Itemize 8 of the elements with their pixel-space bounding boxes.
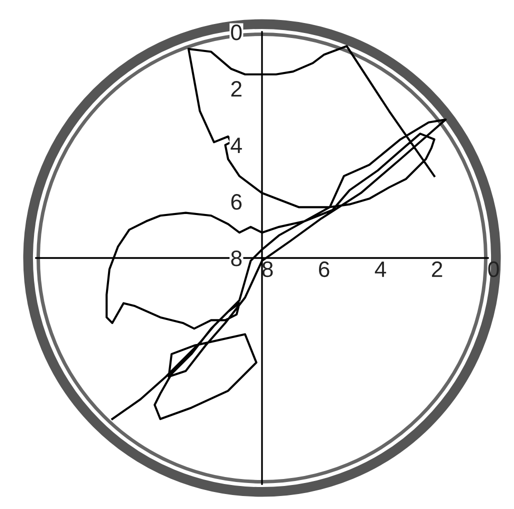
y-tick-label: 0 bbox=[231, 24, 242, 40]
x-tick-label: 6 bbox=[319, 261, 330, 278]
y-tick-label: 2 bbox=[231, 81, 242, 97]
y-tick-label: 6 bbox=[231, 194, 242, 210]
y-tick-label: 8 bbox=[231, 250, 242, 266]
y-tick-label: 4 bbox=[230, 138, 242, 154]
x-tick-label: 4 bbox=[374, 262, 386, 277]
x-tick-label: 2 bbox=[432, 261, 442, 277]
